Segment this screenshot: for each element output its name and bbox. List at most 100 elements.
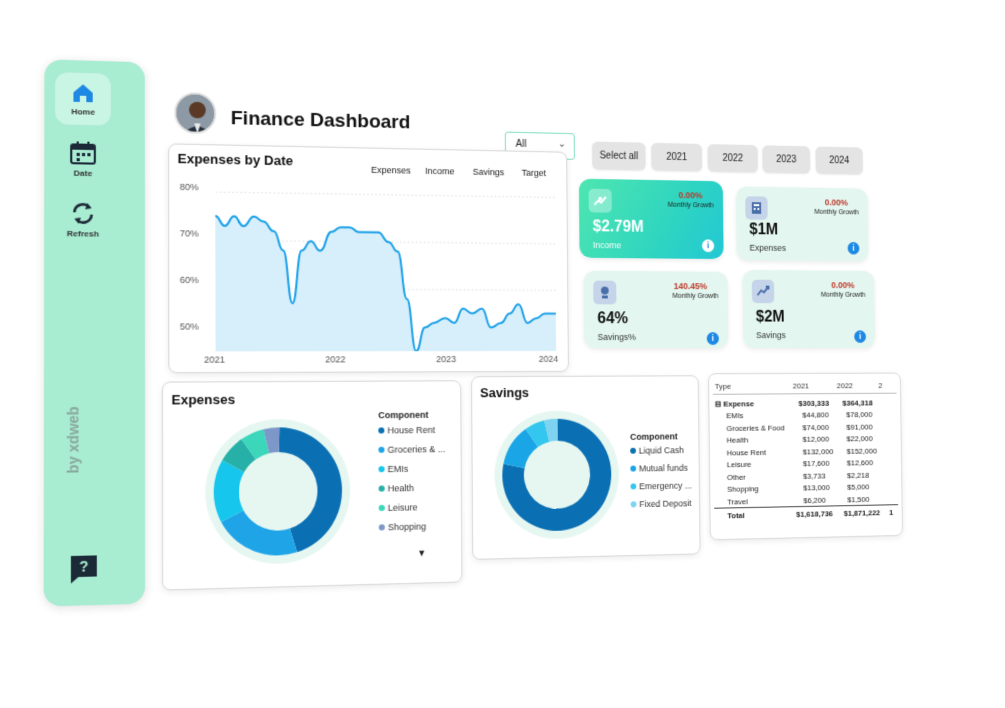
y-tick-label: 50%	[180, 321, 199, 331]
sidebar-item-refresh[interactable]: Refresh	[55, 193, 111, 246]
year-2023-button[interactable]: 2023	[762, 145, 810, 173]
kpi-label: Savings	[756, 330, 786, 340]
legend-item[interactable]: Fixed Deposit	[631, 498, 692, 509]
kpi-income-card: 0.00% Monthly Growth $2.79M Income i	[579, 179, 724, 259]
expenses-icon	[745, 196, 767, 220]
legend-item[interactable]: Emergency ...	[630, 481, 691, 492]
info-icon[interactable]: i	[854, 330, 866, 343]
column-header: 2022	[837, 381, 853, 390]
row-cell: $13,000	[803, 483, 830, 492]
savings-icon	[752, 280, 774, 303]
tab-expenses[interactable]: Expenses	[371, 165, 411, 176]
legend-item[interactable]: EMIs	[378, 464, 408, 475]
total-label: Total	[727, 511, 744, 520]
row-cell: $132,000	[803, 447, 834, 456]
sidebar-item-label: Home	[71, 107, 95, 117]
chart-title: Savings	[480, 385, 529, 400]
column-header: 2	[878, 381, 882, 390]
row-cell: $3,733	[803, 471, 826, 480]
row-label: Travel	[727, 497, 748, 506]
row-cell: $74,000	[802, 423, 829, 432]
legend-item[interactable]: Mutual funds	[630, 463, 688, 474]
savings-percent-icon	[593, 281, 616, 305]
legend-item[interactable]: House Rent	[378, 425, 435, 436]
row-label: Other	[727, 472, 746, 481]
chevron-down-icon: ⌄	[558, 139, 566, 150]
row-label: House Rent	[727, 448, 766, 457]
tab-income[interactable]: Income	[425, 166, 454, 177]
year-2022-button[interactable]: 2022	[707, 144, 757, 172]
legend-scroll-down-icon[interactable]: ▼	[417, 548, 426, 558]
row-label: EMIs	[726, 411, 743, 420]
avatar[interactable]	[174, 92, 216, 134]
home-icon	[70, 81, 96, 105]
chart-title: Expenses	[171, 392, 235, 408]
kpi-value: $2M	[756, 309, 785, 327]
row-cell: $152,000	[847, 446, 877, 455]
row-cell: $17,600	[803, 459, 830, 468]
tab-savings[interactable]: Savings	[473, 167, 505, 178]
kpi-value: $2.79M	[593, 218, 644, 236]
total-cell: $1,871,222	[844, 508, 880, 517]
legend-item[interactable]: Groceries & ...	[378, 444, 445, 455]
income-icon	[589, 189, 612, 213]
kpi-label: Savings%	[598, 332, 636, 342]
refresh-icon	[69, 201, 97, 226]
brand-watermark: by xdweb	[60, 400, 103, 485]
kpi-growth-pct: 0.00%	[678, 190, 702, 200]
legend-title: Component	[630, 431, 678, 441]
kpi-label: Expenses	[749, 243, 786, 253]
kpi-expenses-card: 0.00% Monthly Growth $1M Expenses i	[736, 186, 869, 261]
kpi-savings-card: 0.00% Monthly Growth $2M Savings i	[742, 270, 875, 348]
savings-donut-card: Savings Component Liquid Cash Mutual fun…	[471, 375, 700, 560]
svg-text:?: ?	[79, 559, 88, 576]
column-header: Type	[715, 382, 731, 391]
info-icon[interactable]: i	[702, 239, 714, 252]
info-icon[interactable]: i	[707, 332, 719, 345]
legend-item[interactable]: Health	[379, 483, 414, 494]
tab-target[interactable]: Target	[522, 168, 546, 178]
x-tick-label: 2022	[325, 354, 345, 364]
total-cell: 1	[889, 508, 893, 517]
expense-matrix-table: Type 2021 2022 2 ⊟ Expense $303,333 $364…	[708, 373, 903, 541]
legend-item[interactable]: Shopping	[379, 521, 426, 532]
row-label: Shopping	[727, 484, 759, 493]
group-row-label[interactable]: ⊟ Expense	[715, 399, 754, 408]
row-cell: $12,600	[847, 458, 873, 467]
row-cell: $5,000	[847, 483, 869, 492]
y-tick-label: 70%	[180, 228, 199, 239]
collapse-icon: ⊟	[715, 400, 723, 409]
legend-item[interactable]: Liquid Cash	[630, 445, 684, 456]
header-divider	[713, 393, 897, 395]
sidebar: Home Date Refresh by xdweb ?	[44, 59, 145, 606]
kpi-savings-percent-card: 140.45% Monthly Growth 64% Savings% i	[584, 271, 729, 348]
row-cell: $12,000	[803, 435, 830, 444]
sidebar-item-label: Date	[74, 168, 93, 178]
y-tick-label: 80%	[180, 182, 199, 193]
kpi-growth-pct: 0.00%	[825, 198, 848, 208]
kpi-value: 64%	[597, 310, 628, 328]
page-title: Finance Dashboard	[231, 108, 411, 135]
help-button[interactable]: ?	[68, 552, 100, 590]
filter-selected: All	[516, 139, 527, 150]
kpi-growth-label: Monthly Growth	[814, 209, 859, 216]
kpi-growth-pct: 0.00%	[831, 280, 854, 290]
total-cell: $1,618,736	[796, 509, 833, 518]
expenses-donut-card: Expenses Component House Rent Groceries …	[162, 380, 462, 590]
row-cell: $2,218	[847, 470, 869, 479]
year-2024-button[interactable]: 2024	[815, 146, 862, 174]
info-icon[interactable]: i	[848, 242, 860, 255]
select-all-button[interactable]: Select all	[592, 141, 646, 170]
legend-item[interactable]: Leisure	[379, 502, 418, 513]
kpi-growth-label: Monthly Growth	[821, 292, 866, 299]
row-cell: $22,000	[846, 434, 872, 443]
sidebar-item-label: Refresh	[67, 229, 99, 239]
help-icon: ?	[68, 552, 100, 584]
sidebar-item-date[interactable]: Date	[55, 133, 111, 186]
row-cell: $44,800	[802, 411, 829, 420]
chart-title: Expenses by Date	[178, 151, 294, 169]
sidebar-item-home[interactable]: Home	[55, 72, 111, 125]
group-cell: $364,318	[842, 399, 872, 408]
year-2021-button[interactable]: 2021	[651, 143, 702, 171]
group-cell: $303,333	[798, 399, 829, 408]
